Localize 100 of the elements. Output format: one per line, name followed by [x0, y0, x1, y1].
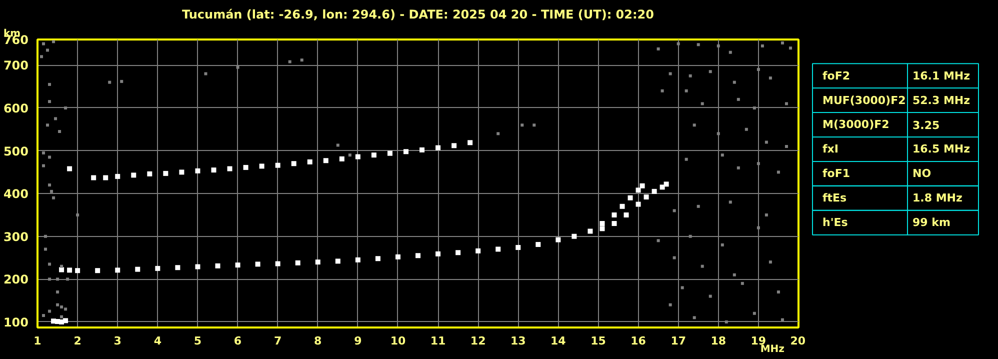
point [420, 147, 425, 152]
point [620, 204, 625, 209]
x-tick-label: 20 [790, 334, 806, 348]
point [371, 152, 376, 158]
point [235, 262, 240, 268]
point [291, 161, 296, 166]
point [636, 202, 641, 207]
x-tick-label: 16 [630, 334, 646, 348]
point [644, 194, 649, 200]
category-label: foF1 [822, 167, 850, 180]
x-tick-label: 8 [314, 334, 322, 348]
point [496, 246, 501, 252]
y-tick-label: 600 [3, 101, 29, 116]
point [476, 248, 481, 254]
text: 16.1 MHz [912, 69, 970, 82]
point [323, 158, 328, 164]
point [163, 170, 168, 176]
point [624, 212, 629, 218]
point [600, 226, 605, 232]
point [215, 263, 220, 268]
chart-title: Tucumán (lat: -26.9, lon: 294.6) - DATE: 2025 04 20 - TIME (UT): 02:20 [182, 8, 654, 22]
text: 1.8 MHz [912, 192, 962, 205]
x-tick-label: 18 [710, 334, 726, 348]
point [243, 164, 248, 170]
text: 52.3 MHz [912, 94, 970, 107]
category-label: ftEs [822, 192, 848, 205]
x-axis-title: MHz [760, 344, 785, 355]
category-label: fxI [822, 142, 838, 156]
x-tick-label: 6 [234, 334, 242, 348]
point [355, 154, 360, 160]
point [468, 140, 473, 146]
point [339, 156, 344, 162]
point [375, 256, 380, 262]
point [227, 166, 232, 172]
point [155, 266, 160, 271]
point [452, 143, 457, 148]
point [612, 212, 617, 218]
point [636, 188, 641, 193]
point [67, 166, 72, 172]
category-label: foF2 [822, 69, 850, 82]
point [255, 262, 260, 267]
x-tick-label: 12 [470, 334, 486, 348]
x-tick-label: 11 [430, 334, 446, 348]
point [664, 182, 669, 187]
category-label: h'Es [822, 216, 848, 230]
text: 99 km [912, 216, 950, 230]
x-tick-label: 4 [154, 334, 162, 348]
x-tick-label: 10 [390, 334, 406, 348]
point [67, 268, 72, 273]
point [75, 268, 80, 274]
point [195, 264, 200, 270]
point [259, 164, 264, 169]
point [91, 175, 96, 180]
point [660, 184, 665, 190]
x-tick-label: 9 [354, 334, 362, 348]
point [640, 183, 645, 188]
point [355, 257, 360, 262]
y-tick-label: 200 [3, 272, 29, 287]
point [179, 170, 184, 175]
point [416, 253, 420, 258]
point [135, 266, 140, 272]
point [63, 318, 68, 324]
point [456, 250, 461, 256]
x-tick-label: 15 [590, 334, 606, 348]
category-label: M(3000)F2 [822, 118, 890, 132]
x-tick-label: 2 [74, 334, 82, 348]
point [612, 221, 617, 226]
y-tick-label: 300 [3, 230, 29, 244]
x-tick-label: 3 [114, 334, 122, 348]
point [175, 265, 180, 270]
point [275, 261, 280, 266]
point [395, 254, 400, 260]
y-tick-label: 500 [3, 144, 29, 158]
y-tick-label: 700 [3, 58, 29, 73]
point [387, 150, 392, 156]
point [436, 145, 441, 150]
text: 3.25 [912, 119, 940, 132]
x-tick-label: 14 [550, 334, 566, 348]
x-tick-label: 1 [34, 334, 42, 348]
point [211, 168, 216, 173]
point [295, 260, 300, 266]
point [600, 221, 605, 226]
point [516, 244, 521, 250]
point [115, 174, 120, 179]
point [335, 258, 340, 264]
text: NO [912, 167, 932, 180]
point [572, 234, 577, 239]
y-tick-label: 100 [3, 315, 29, 330]
category-label: MUF(3000)F2 [822, 94, 906, 107]
point [628, 195, 633, 200]
point [436, 251, 441, 256]
point [103, 175, 108, 180]
point [652, 188, 657, 194]
x-tick-label: 5 [194, 334, 202, 348]
point [115, 268, 120, 273]
x-tick-label: 7 [274, 334, 282, 348]
x-tick-label: 13 [510, 334, 526, 348]
point [315, 260, 320, 265]
point [588, 228, 593, 234]
point [95, 268, 100, 274]
